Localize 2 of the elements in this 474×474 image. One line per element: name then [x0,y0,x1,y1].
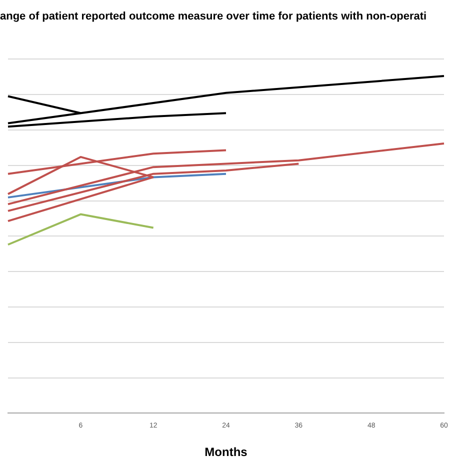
chart-title: ange of patient reported outcome measure over time for patients with non-operati [0,10,427,23]
x-axis-title: Months [204,445,248,460]
